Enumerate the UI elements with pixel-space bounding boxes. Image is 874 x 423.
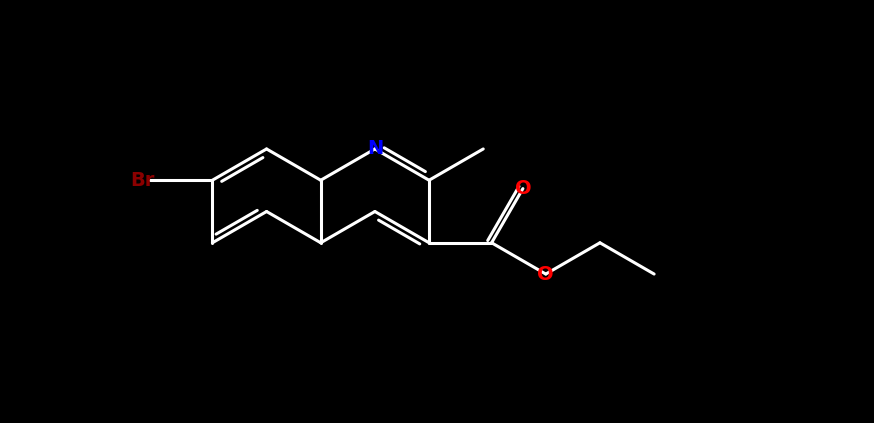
Text: O: O <box>515 179 531 198</box>
Text: Br: Br <box>130 171 155 190</box>
Text: N: N <box>367 140 383 159</box>
Text: O: O <box>538 264 554 283</box>
